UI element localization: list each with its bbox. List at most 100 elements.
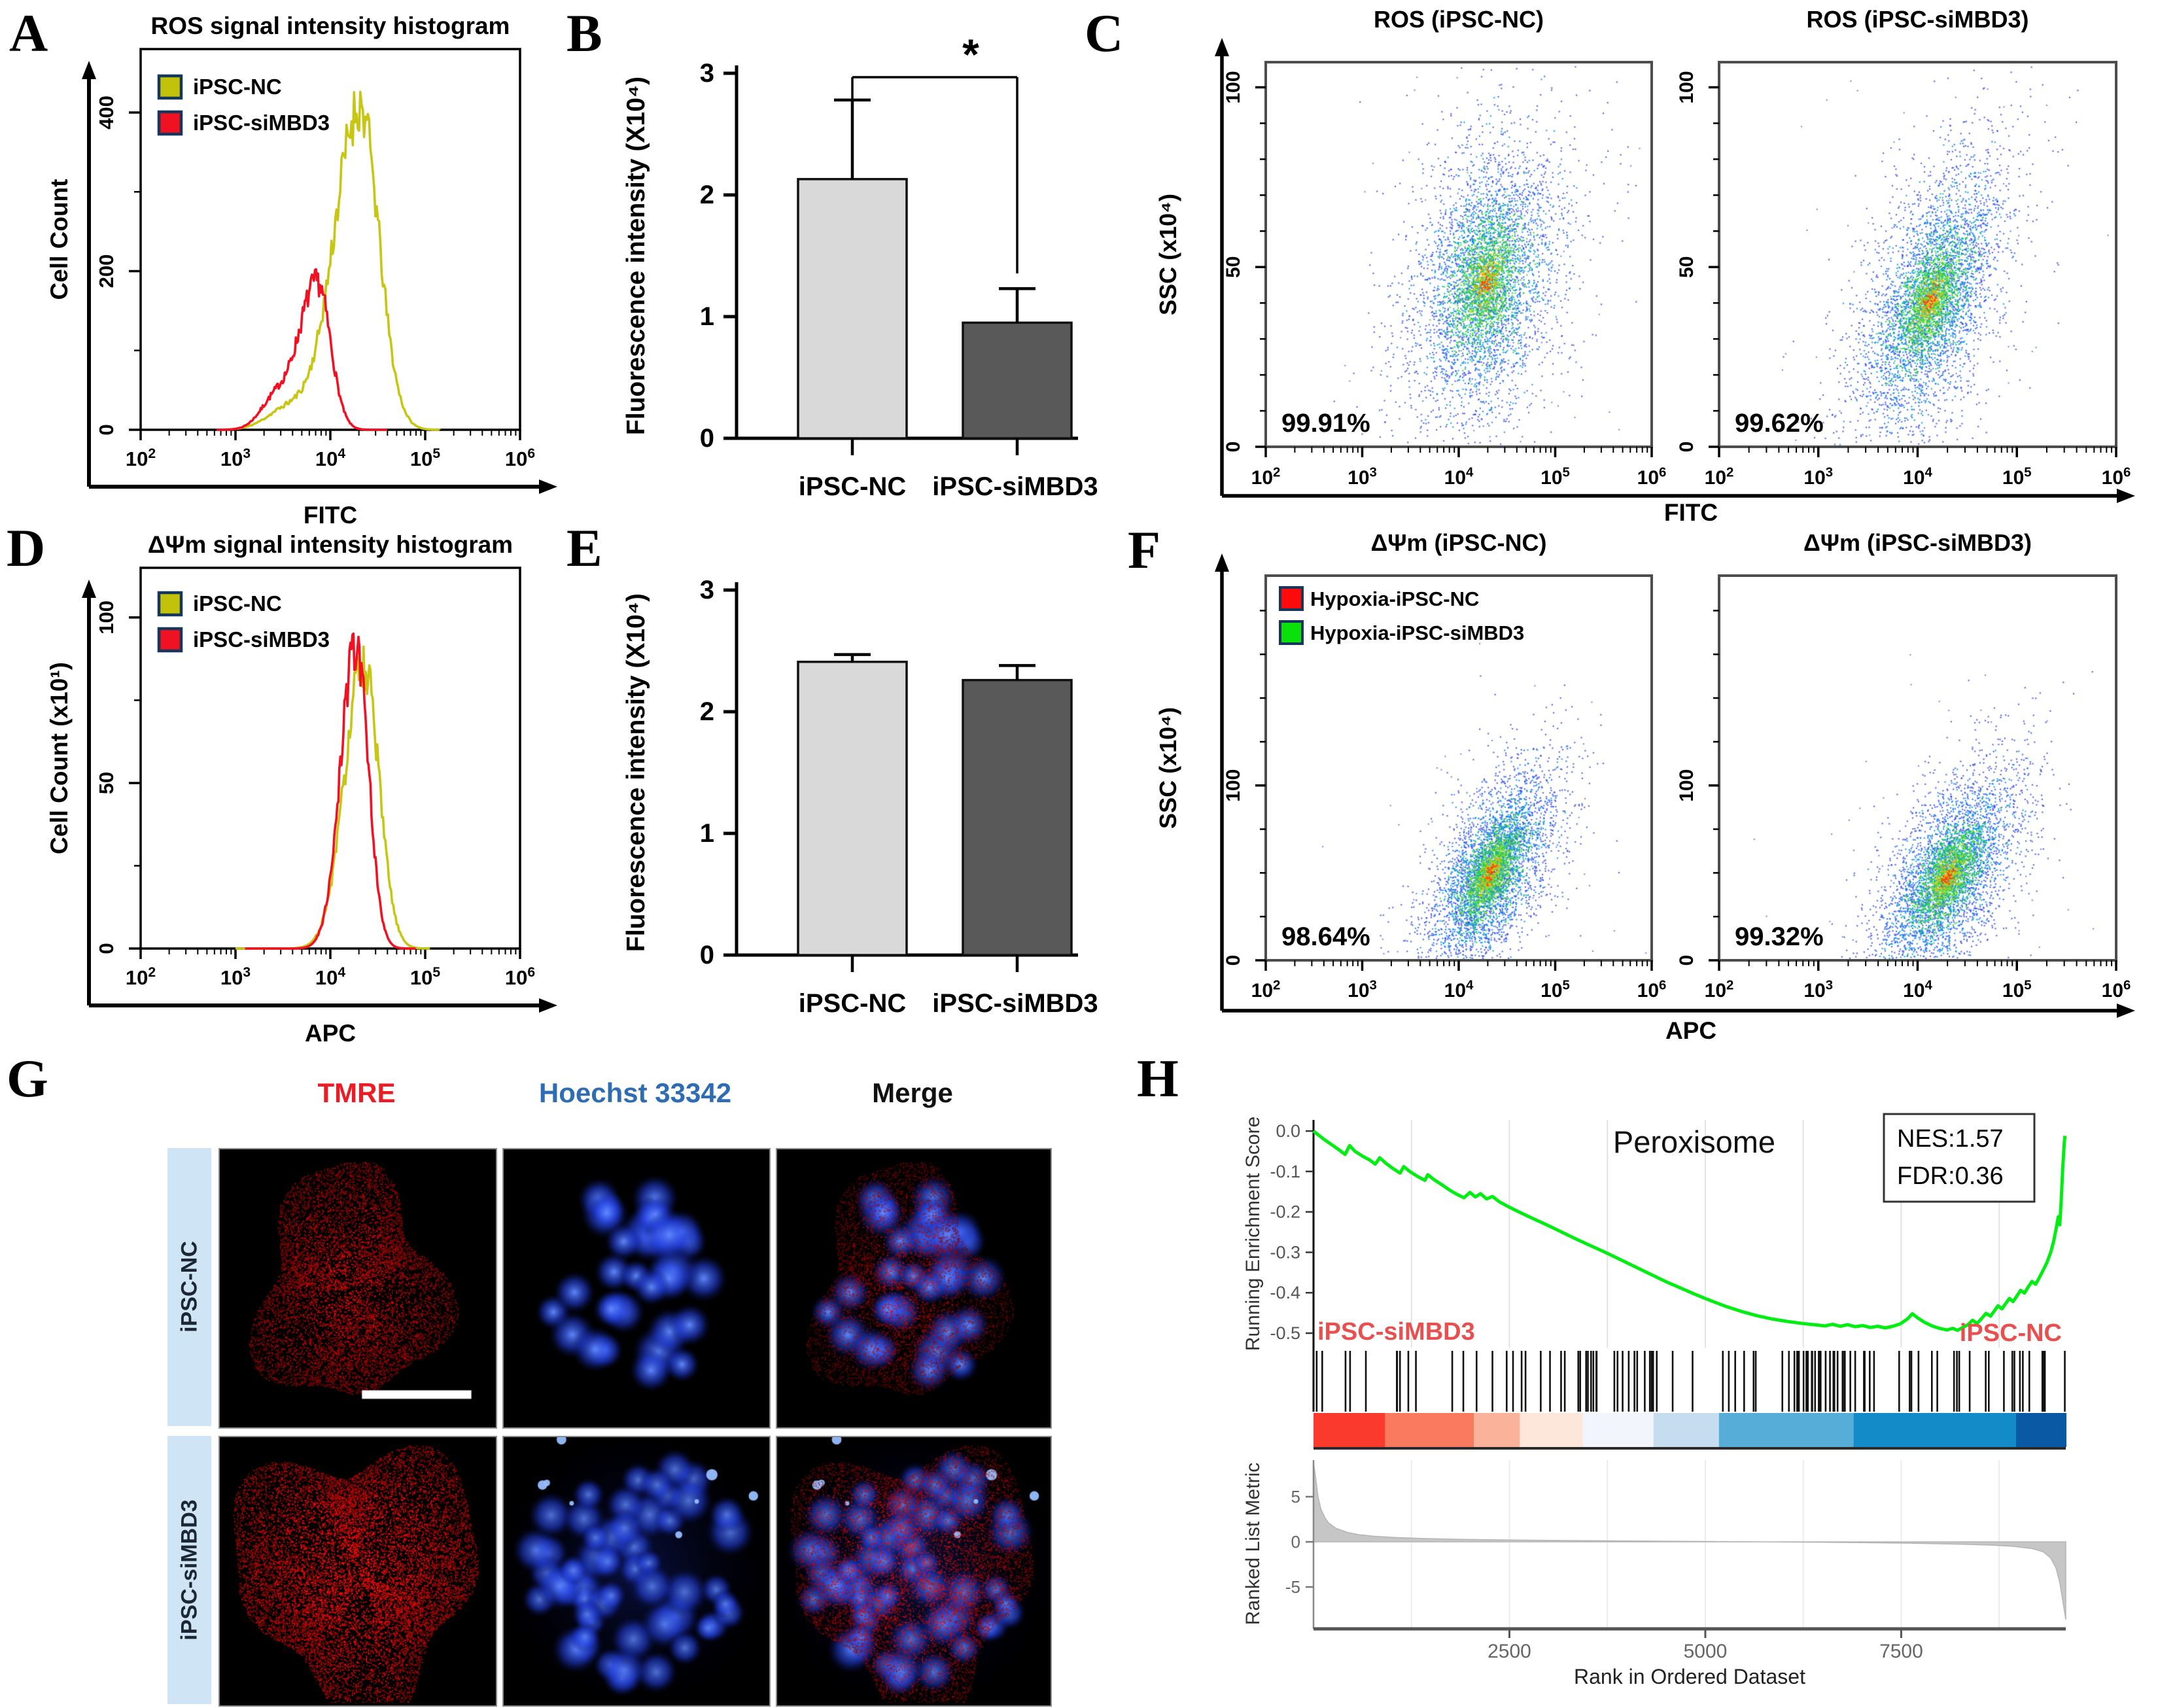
metric-axis-label: Ranked List Metric: [1242, 1463, 1264, 1625]
log-tick-label: 105: [1540, 979, 1570, 1002]
bar-iPSC-NC: [797, 178, 908, 440]
g-image-nc-hoechst: [502, 1148, 771, 1429]
log-tick-label: 102: [1705, 979, 1734, 1002]
log-tick-label: 105: [410, 965, 440, 989]
g-image-nc-merge: [776, 1148, 1052, 1429]
histogram-curve-iPSC-siMBD3: [245, 632, 416, 950]
micrograph-canvas: [220, 1149, 493, 1425]
y-tick-label: 0: [700, 424, 714, 453]
plot-title: ROS (iPSC-NC): [1374, 6, 1544, 33]
log-tick-label: 106: [2102, 466, 2131, 489]
panel-letter-e: E: [566, 518, 602, 578]
y-tick-label: 2: [700, 181, 714, 209]
y-tick-label: 0: [700, 941, 714, 969]
y-axis-label: Cell Count: [46, 179, 73, 300]
legend-label: iPSC-NC: [193, 591, 282, 616]
log-tick-label: 104: [1903, 979, 1932, 1002]
log-tick-label: 103: [1803, 466, 1833, 489]
group-label-left: iPSC-siMBD3: [1317, 1318, 1475, 1346]
stats-box: [1883, 1113, 2036, 1203]
panel-letter-g: G: [7, 1049, 48, 1108]
gsea-title: Peroxisome: [1613, 1124, 1775, 1159]
y-tick-label: 0: [1223, 955, 1244, 966]
log-tick-label: 102: [1251, 466, 1281, 489]
log-tick-label: 102: [1251, 979, 1281, 1002]
log-tick-label: 103: [1348, 466, 1377, 489]
g-row-label-simbd3: iPSC-siMBD3: [177, 1499, 202, 1641]
plot-frame: [139, 48, 521, 431]
y-tick-label: 100: [1676, 71, 1697, 103]
log-tick-label: 106: [1637, 979, 1667, 1002]
y-tick-label: 1: [700, 302, 714, 331]
legend-swatch: [157, 591, 183, 617]
plot-title: ΔΨm (iPSC-siMBD3): [1803, 529, 2032, 556]
es-axis-label: Running Enrichment Score: [1242, 1117, 1264, 1351]
g-column-header-tmre: TMRE: [317, 1077, 396, 1108]
y-axis-label: SSC (x10⁴): [1155, 707, 1181, 829]
micrograph-canvas: [777, 1437, 1048, 1703]
y-tick-label: 0: [95, 424, 118, 435]
x-tick-label: 2500: [1488, 1641, 1531, 1662]
g-column-header-merge: Merge: [872, 1077, 953, 1108]
log-tick-label: 103: [1348, 979, 1377, 1002]
log-tick-label: 106: [505, 965, 535, 989]
legend-label: iPSC-siMBD3: [193, 111, 330, 135]
g-row-strip-nc: [167, 1148, 211, 1426]
colorbar-segment: [1385, 1413, 1474, 1447]
axis-arrowhead: [2117, 1003, 2135, 1018]
axis-arrowhead: [1215, 553, 1229, 572]
colorbar-segment: [1582, 1413, 1654, 1447]
x-axis-label: Rank in Ordered Dataset: [1574, 1665, 1805, 1688]
micrograph-canvas: [777, 1149, 1048, 1425]
micrograph-canvas: [220, 1437, 493, 1703]
category-label: iPSC-NC: [799, 472, 906, 501]
x-axis-label: FITC: [304, 502, 357, 529]
y-tick-label: 50: [1223, 256, 1244, 278]
scatter-canvas-ΔΨm (iPSC-siMBD3): [1720, 577, 2115, 959]
stat-nes: NES:1.57: [1897, 1125, 2004, 1153]
x-axis-label: APC: [1665, 1017, 1716, 1044]
x-tick-label: 5000: [1684, 1641, 1728, 1662]
log-tick-label: 104: [1903, 466, 1932, 489]
x-tick-label: 7500: [1879, 1641, 1923, 1662]
panel-title: ΔΨm signal intensity histogram: [148, 531, 513, 558]
y-tick-label: 50: [1676, 256, 1697, 278]
log-tick-label: 103: [1803, 979, 1833, 1002]
panel-letter-d: D: [7, 518, 46, 578]
axis-arrowhead: [2117, 489, 2135, 503]
y-tick-label: 100: [95, 601, 118, 635]
g-image-simbd3-merge: [776, 1436, 1052, 1707]
legend-label: iPSC-siMBD3: [193, 627, 330, 652]
y-tick-label: 100: [1223, 769, 1244, 802]
y-axis-label: Fluorescence intensity (X10⁴): [622, 593, 650, 952]
log-tick-label: 105: [2002, 979, 2032, 1002]
log-tick-label: 106: [505, 446, 535, 470]
colorbar-segment: [1520, 1413, 1584, 1447]
g-image-nc-tmre: [218, 1148, 497, 1429]
y-tick-label: 0: [1676, 442, 1697, 453]
y-tick-label: 0: [95, 943, 118, 954]
log-tick-label: 104: [1444, 979, 1474, 1002]
axis-arrowhead: [1215, 38, 1229, 56]
colorbar-segment: [2016, 1413, 2066, 1447]
y-tick-label: 200: [95, 254, 118, 288]
g-column-header-hoechst: Hoechst 33342: [538, 1077, 732, 1108]
axis-arrowhead: [539, 479, 557, 494]
histogram-curve-iPSC-siMBD3: [216, 268, 388, 431]
group-label-right: iPSC-NC: [1960, 1319, 2062, 1347]
y-tick-label: 1: [700, 819, 714, 848]
es-tick-label: -0.1: [1270, 1162, 1300, 1181]
log-tick-label: 102: [126, 965, 156, 989]
y-tick-label: 50: [95, 772, 118, 794]
y-axis-label: Cell Count (x10¹): [46, 662, 73, 854]
y-tick-label: 3: [700, 576, 714, 604]
significance-star: *: [962, 30, 979, 78]
histogram-curve-iPSC-NC: [224, 90, 441, 431]
y-axis-label: Fluorescence intensity (X10⁴): [622, 77, 650, 435]
log-tick-label: 105: [410, 446, 440, 470]
legend-swatch: [157, 74, 183, 100]
y-tick-label: 3: [700, 59, 714, 88]
micrograph-canvas: [504, 1149, 767, 1425]
es-tick-label: -0.4: [1270, 1283, 1300, 1302]
axis-arrowhead: [82, 61, 96, 79]
